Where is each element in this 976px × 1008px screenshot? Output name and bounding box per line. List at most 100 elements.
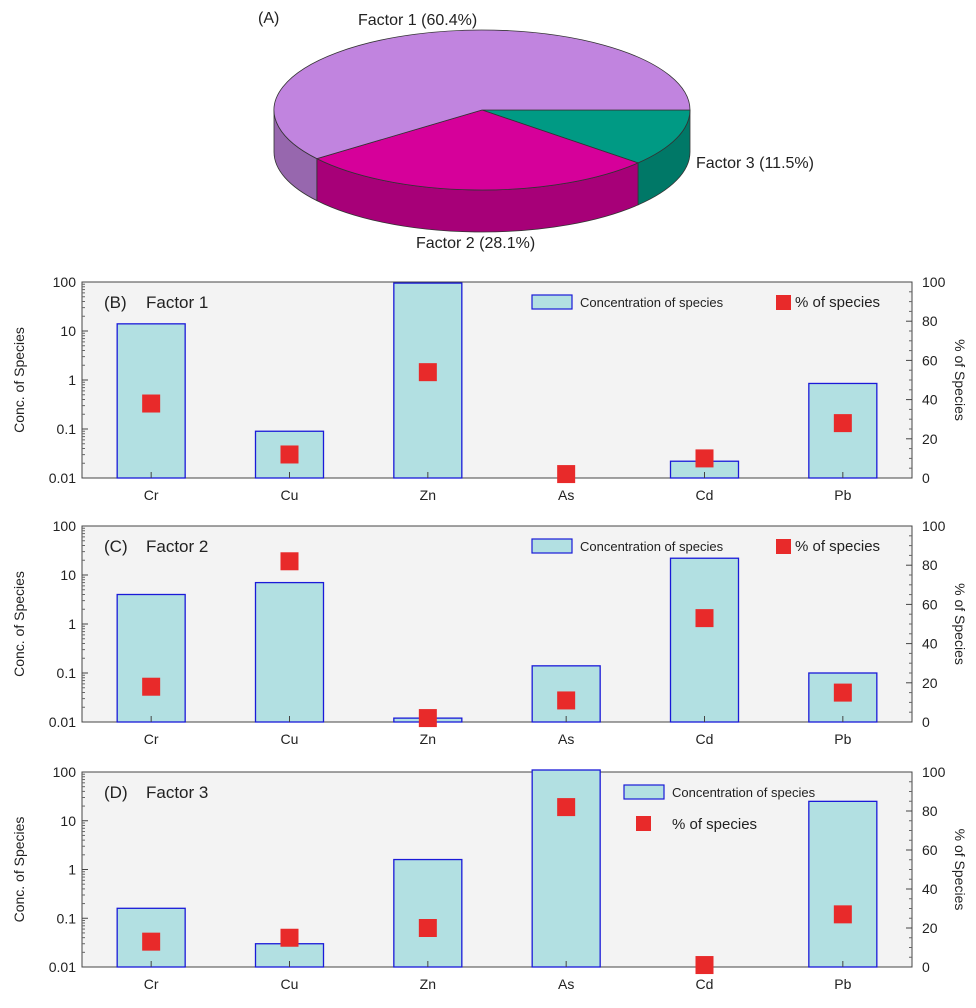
y2-tick-label: 100 bbox=[922, 764, 946, 780]
y2-axis-title: % of Species bbox=[952, 829, 968, 911]
pie-chart bbox=[273, 29, 691, 233]
y-tick-label: 10 bbox=[60, 323, 76, 339]
legend-marker-label: % of species bbox=[795, 294, 880, 311]
legend-bar-swatch bbox=[531, 294, 573, 310]
marker-cr bbox=[142, 677, 161, 696]
x-tick-label: As bbox=[558, 731, 574, 747]
y2-tick-label: 0 bbox=[922, 470, 930, 486]
marker-cr bbox=[142, 394, 161, 413]
panel-label: (D) bbox=[104, 783, 128, 802]
y2-tick-label: 40 bbox=[922, 636, 938, 652]
y-tick-label: 0.1 bbox=[57, 665, 77, 681]
x-tick-label: As bbox=[558, 976, 574, 992]
x-tick-label: Cd bbox=[696, 976, 714, 992]
marker-cd bbox=[695, 449, 714, 468]
legend-bar-label: Concentration of species bbox=[580, 539, 724, 554]
marker-zn bbox=[418, 709, 437, 728]
y-axis-title: Conc. of Species bbox=[11, 571, 27, 677]
y2-axis-title: % of Species bbox=[952, 583, 968, 665]
x-tick-label: Cr bbox=[144, 731, 159, 747]
y-tick-label: 10 bbox=[60, 567, 76, 583]
legend-marker-swatch bbox=[636, 816, 651, 831]
pie-label-factor-2: Factor 2 (28.1%) bbox=[416, 235, 535, 252]
marker-as bbox=[557, 691, 576, 710]
y-tick-label: 0.01 bbox=[49, 714, 76, 730]
bar-panel-factor-2: 0.01 0.1 1 10 100 0 20 40 60 80 100 Conc. of Specie… bbox=[11, 518, 968, 747]
bar-cr bbox=[116, 593, 186, 723]
x-tick-label: Zn bbox=[420, 487, 436, 503]
marker-cr bbox=[142, 932, 161, 951]
y2-tick-label: 0 bbox=[922, 959, 930, 975]
bar-cd bbox=[669, 557, 740, 723]
x-tick-label: Cu bbox=[281, 731, 299, 747]
x-tick-label: Pb bbox=[834, 976, 851, 992]
plot-area bbox=[81, 281, 913, 479]
x-tick-label: Pb bbox=[834, 487, 851, 503]
y2-tick-label: 0 bbox=[922, 714, 930, 730]
legend-bar-swatch bbox=[531, 538, 573, 554]
pie-slice-factor-3 bbox=[481, 109, 691, 164]
legend-bar-label: Concentration of species bbox=[672, 785, 816, 800]
marker-pb bbox=[833, 414, 852, 433]
y-tick-label: 100 bbox=[53, 764, 77, 780]
marker-as bbox=[557, 798, 576, 817]
panel-label: (C) bbox=[104, 537, 128, 556]
bar-zn bbox=[393, 858, 463, 968]
marker-cu bbox=[280, 928, 299, 947]
marker-as bbox=[557, 465, 576, 484]
plot-area bbox=[81, 525, 913, 723]
legend-marker-label: % of species bbox=[672, 816, 757, 833]
y2-tick-label: 60 bbox=[922, 842, 938, 858]
y2-tick-label: 80 bbox=[922, 313, 938, 329]
panel-title: Factor 3 bbox=[146, 783, 208, 802]
marker-zn bbox=[418, 919, 437, 937]
x-tick-label: Zn bbox=[420, 976, 436, 992]
marker-pb bbox=[833, 683, 852, 702]
pie-slice-factor-1 bbox=[273, 29, 691, 160]
y-tick-label: 0.01 bbox=[49, 470, 76, 486]
y-tick-label: 1 bbox=[68, 372, 76, 388]
y2-tick-label: 40 bbox=[922, 881, 938, 897]
bar-cu bbox=[254, 581, 325, 723]
y-tick-label: 1 bbox=[68, 616, 76, 632]
pie-slice-factor-2 bbox=[315, 109, 640, 191]
y-axis-title: Conc. of Species bbox=[11, 817, 27, 923]
y-tick-label: 0.01 bbox=[49, 959, 76, 975]
y2-tick-label: 20 bbox=[922, 431, 938, 447]
y2-tick-label: 100 bbox=[922, 274, 946, 290]
y-tick-label: 0.1 bbox=[57, 910, 77, 926]
marker-zn bbox=[418, 363, 437, 382]
y2-tick-label: 20 bbox=[922, 920, 938, 936]
y2-tick-label: 60 bbox=[922, 596, 938, 612]
marker-cd bbox=[695, 956, 714, 975]
x-tick-label: Zn bbox=[420, 731, 436, 747]
pie-label-factor-1: Factor 1 (60.4%) bbox=[358, 12, 477, 29]
legend-bar-label: Concentration of species bbox=[580, 295, 724, 310]
x-tick-label: Cd bbox=[696, 487, 714, 503]
pie-panel-label: (A) bbox=[258, 10, 279, 27]
y2-axis-title: % of Species bbox=[952, 339, 968, 421]
bar-panel-factor-3: 0.01 0.1 1 10 100 0 20 40 60 80 100 Conc. of Specie… bbox=[11, 764, 968, 992]
pie-label-factor-3: Factor 3 (11.5%) bbox=[696, 155, 814, 172]
marker-cu bbox=[280, 445, 299, 464]
y2-tick-label: 40 bbox=[922, 392, 938, 408]
plot-area bbox=[81, 771, 913, 968]
y-tick-label: 1 bbox=[68, 862, 76, 878]
y2-tick-label: 80 bbox=[922, 803, 938, 819]
y2-tick-label: 60 bbox=[922, 352, 938, 368]
x-tick-label: Pb bbox=[834, 731, 851, 747]
x-tick-label: As bbox=[558, 487, 574, 503]
bar-pb bbox=[808, 800, 878, 968]
x-tick-label: Cu bbox=[281, 976, 299, 992]
pie-panel: (A) Factor 1 (60.4%) Factor 3 (11.5%) Fa… bbox=[258, 10, 814, 252]
marker-cd bbox=[695, 609, 714, 628]
x-tick-label: Cd bbox=[696, 731, 714, 747]
legend-marker-swatch bbox=[776, 539, 791, 554]
legend-bar-swatch bbox=[623, 784, 665, 800]
y-tick-label: 100 bbox=[53, 274, 77, 290]
marker-pb bbox=[833, 905, 852, 924]
panel-title: Factor 2 bbox=[146, 537, 208, 556]
marker-cu bbox=[280, 552, 299, 571]
y-tick-label: 100 bbox=[53, 518, 77, 534]
